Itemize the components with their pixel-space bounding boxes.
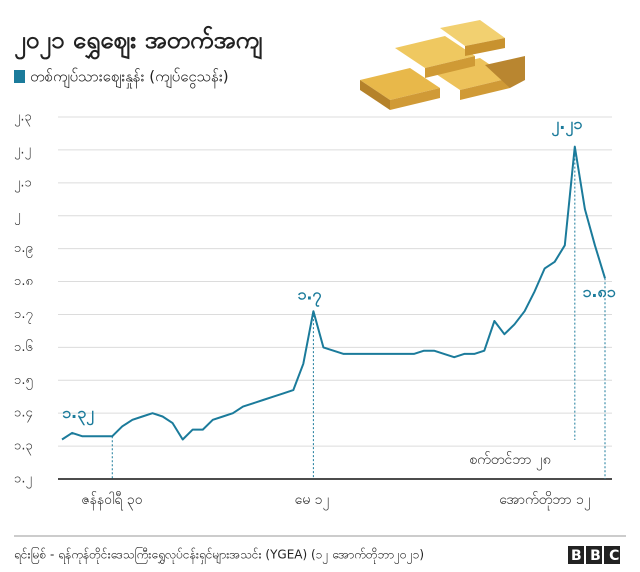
- y-tick-label: ၁.၃: [14, 439, 33, 456]
- y-tick-label: ၂: [14, 208, 20, 225]
- y-tick-label: ၁.၉: [14, 241, 33, 258]
- logo-text: BBC: [571, 548, 628, 564]
- value-label: ၁.၇: [297, 285, 321, 308]
- y-tick-label: ၁.၄: [14, 406, 33, 423]
- y-tick-label: ၂.၁: [14, 175, 32, 192]
- x-tick-label: မေ ၁၂: [295, 492, 330, 510]
- x-tick-label: ဇန်နဝါရီ ၃၀: [81, 492, 142, 510]
- y-tick-label: ၁.၂: [14, 472, 32, 489]
- y-tick-label: ၁.၆: [14, 339, 33, 355]
- line: [61, 145, 606, 441]
- x-tick-label: အောက်တိုဘာ ၁၂: [499, 492, 591, 510]
- legend-label: တစ်ကျပ်သားဈေးနှုန်း (ကျပ်ငွေသန်း): [30, 68, 229, 89]
- value-label: ၁.၃၂: [62, 403, 94, 426]
- source: ရင်းမြစ် - ရန်ကုန်တိုင်းဒေသကြီးရွှေလုပ်င…: [14, 546, 424, 565]
- value-label: ၁.၈၁: [582, 282, 615, 301]
- bbc-logo: BBC: [568, 546, 628, 564]
- y-tick-label: ၁.၇: [14, 307, 33, 324]
- y-tick-label: ၁.၅: [14, 373, 33, 390]
- legend-swatch: [14, 70, 25, 83]
- gold-bars: [360, 20, 525, 110]
- y-tick-label: ၁.၈: [14, 274, 33, 289]
- x-tick-label: စက်တင်ဘာ ၂၈: [469, 452, 551, 470]
- y-tick-label: ၂.၃: [14, 110, 32, 127]
- value-label: ၂.၂၁: [551, 114, 582, 137]
- chart-title: ၂၀၂၁ ရွှေဈေး အတက်အကျ: [14, 25, 263, 60]
- y-tick-label: ၂.၂: [14, 142, 31, 159]
